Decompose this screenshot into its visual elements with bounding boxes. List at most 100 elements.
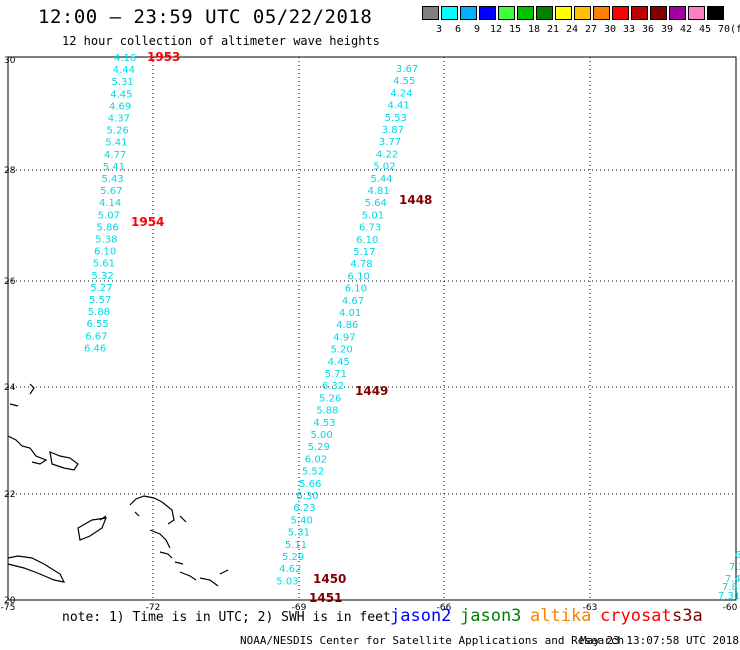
axis-labels: -75 -72 -69 -66 -63 -60 30 28 26 24 22 20	[1, 56, 738, 613]
wave-height-value: 5.53	[385, 113, 407, 124]
wave-height-value: 5.03	[276, 576, 298, 587]
wave-height-value: 4.86	[336, 320, 358, 331]
lon-tick-label: -75	[1, 603, 16, 613]
pass-time-label: 1448	[399, 193, 432, 207]
satellite-legend-item: jason2	[390, 606, 452, 626]
wave-height-value: 5.41	[103, 162, 125, 173]
lon-tick-label: -72	[146, 603, 161, 613]
scale-label: 12	[489, 24, 503, 35]
wave-height-value: 5.88	[316, 406, 338, 417]
island-outline	[179, 515, 187, 523]
footer-credit: NOAA/NESDIS Center for Satellite Applica…	[240, 634, 625, 647]
lon-tick-label: -63	[583, 603, 598, 613]
wave-height-value: 4.37	[108, 114, 130, 125]
wave-height-value: 5.02	[373, 162, 395, 173]
wave-height-value: 7.31	[718, 591, 740, 602]
wave-height-value: 4.44	[113, 65, 135, 76]
wave-height-value: 6.32	[322, 381, 344, 392]
island-outline	[77, 517, 107, 541]
wave-height-value: 4.55	[393, 76, 415, 87]
wave-height-value: 4.81	[368, 186, 390, 197]
wave-height-value: 5.67	[100, 186, 122, 197]
scale-swatch	[498, 6, 515, 20]
wave-height-value: 7.4	[725, 574, 740, 585]
wave-height-value: 5.71	[325, 369, 347, 380]
scale-unit: (ft)	[730, 24, 740, 35]
lat-tick-label: 30	[4, 56, 16, 66]
wave-height-value: 5.86	[97, 222, 119, 233]
wave-height-value: 5.00	[311, 430, 333, 441]
wave-height-value: 5.26	[319, 393, 341, 404]
island-outline	[159, 551, 173, 559]
scale-label: 70	[717, 24, 731, 35]
wave-height-value: 5.17	[353, 247, 375, 258]
wave-height-value: 6.10	[356, 235, 378, 246]
pass-time-label: 1449	[355, 384, 388, 398]
scale-swatch	[574, 6, 591, 20]
island-outline	[149, 529, 171, 549]
wave-height-value: 4.62	[279, 564, 301, 575]
island-outline	[49, 451, 79, 471]
wave-height-value: 4.53	[313, 418, 335, 429]
wave-height-value: 6.30	[296, 491, 318, 502]
wave-height-value: 5.31	[112, 77, 134, 88]
map-title: 12:00 – 23:59 UTC 05/22/2018	[38, 6, 373, 28]
wave-height-value: 4.14	[99, 198, 121, 209]
wave-height-value: 7.2	[729, 562, 740, 573]
wave-height-value: 4.16	[114, 53, 136, 64]
wave-height-value: 5.27	[90, 283, 112, 294]
wave-height-value: 4.45	[328, 357, 350, 368]
wave-height-value: 5.29	[308, 442, 330, 453]
scale-swatch	[460, 6, 477, 20]
island-outline	[179, 571, 197, 581]
pass-time-label: 1953	[147, 50, 180, 64]
wave-height-value: 7.8	[722, 582, 738, 593]
scale-label: 39	[660, 24, 674, 35]
island-outline	[129, 495, 175, 525]
wave-height-value: 6.10	[94, 247, 116, 258]
satellite-legend-item: jason3	[460, 606, 522, 626]
wave-height-value: 5.57	[89, 295, 111, 306]
scale-swatch	[555, 6, 572, 20]
altimeter-tracks: 4.164.445.314.454.694.375.265.414.775.41…	[84, 50, 740, 605]
wave-height-value: 5.64	[365, 198, 387, 209]
wave-height-value: 6.55	[87, 319, 109, 330]
wave-height-value: 5.43	[102, 174, 124, 185]
wave-height-value: 4.24	[390, 88, 412, 99]
island-outline	[99, 515, 107, 521]
wave-height-value: 4.01	[339, 308, 361, 319]
lon-tick-label: -60	[723, 603, 738, 613]
island-outline	[134, 511, 140, 517]
lat-tick-label: 26	[4, 277, 16, 287]
lat-tick-label: 22	[4, 490, 15, 500]
pass-time-label: 1450	[313, 572, 346, 586]
wave-height-value: 4.41	[387, 101, 409, 112]
scale-label: 42	[679, 24, 693, 35]
lat-tick-label: 24	[4, 383, 16, 393]
wave-height-value: 5.11	[285, 540, 307, 551]
scale-label: 18	[527, 24, 541, 35]
footer-timestamp: May 23 13:07:58 UTC 2018	[580, 634, 739, 647]
scale-swatch	[707, 6, 724, 20]
scale-swatch	[441, 6, 458, 20]
scale-swatch	[479, 6, 496, 20]
island-outline	[199, 577, 219, 587]
island-outline	[174, 561, 184, 565]
wave-height-value: 5.07	[98, 210, 120, 221]
lon-tick-label: -69	[292, 603, 307, 613]
scale-label: 9	[473, 24, 481, 35]
wave-height-value: 6.10	[345, 284, 367, 295]
wave-height-value: 6.46	[84, 343, 106, 354]
wave-height-value: 5.66	[299, 479, 321, 490]
wave-height-value: 5.31	[288, 528, 310, 539]
satellite-legend-item: s3a	[672, 606, 703, 626]
wave-height-value: 4.67	[342, 296, 364, 307]
wave-height-value: 4.22	[376, 149, 398, 160]
wave-height-value: 6.02	[305, 454, 327, 465]
island-outline	[9, 403, 19, 407]
wave-height-value: 5.40	[291, 515, 313, 526]
wave-height-value: 6.10	[348, 271, 370, 282]
scale-label: 27	[584, 24, 598, 35]
